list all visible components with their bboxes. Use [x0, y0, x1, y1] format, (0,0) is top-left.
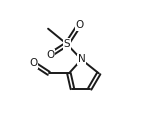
Text: S: S	[64, 39, 70, 49]
Text: O: O	[29, 58, 38, 68]
Text: O: O	[75, 20, 84, 30]
Text: O: O	[46, 50, 54, 60]
Text: N: N	[78, 54, 85, 64]
